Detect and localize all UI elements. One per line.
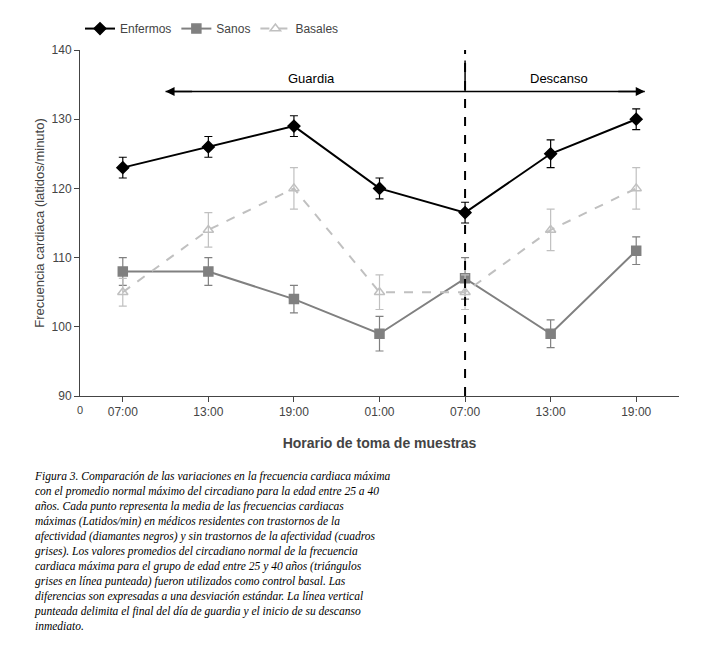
svg-text:120: 120 — [52, 182, 72, 196]
svg-text:13:00: 13:00 — [193, 405, 223, 419]
svg-text:Basales: Basales — [295, 22, 338, 36]
svg-text:19:00: 19:00 — [621, 405, 651, 419]
svg-text:13:00: 13:00 — [536, 405, 566, 419]
svg-text:90: 90 — [58, 389, 72, 403]
svg-text:07:00: 07:00 — [450, 405, 480, 419]
svg-text:Horario de toma de muestras: Horario de toma de muestras — [283, 435, 477, 451]
svg-text:07:00: 07:00 — [108, 405, 138, 419]
svg-text:19:00: 19:00 — [279, 405, 309, 419]
svg-text:01:00: 01:00 — [364, 405, 394, 419]
svg-text:100: 100 — [52, 320, 72, 334]
svg-text:Enfermos: Enfermos — [120, 22, 171, 36]
svg-text:Figura 3. Comparación de las v: Figura 3. Comparación de las variaciones… — [34, 470, 391, 632]
svg-text:Guardia: Guardia — [288, 71, 335, 86]
svg-text:0: 0 — [77, 404, 83, 416]
svg-text:110: 110 — [52, 251, 71, 265]
svg-text:Sanos: Sanos — [216, 22, 250, 36]
svg-text:Descanso: Descanso — [530, 71, 588, 86]
svg-text:130: 130 — [52, 112, 72, 126]
svg-text:Frecuencia cardiaca (latidos/m: Frecuencia cardiaca (latidos/minuto) — [32, 118, 47, 328]
svg-text:140: 140 — [52, 43, 72, 57]
